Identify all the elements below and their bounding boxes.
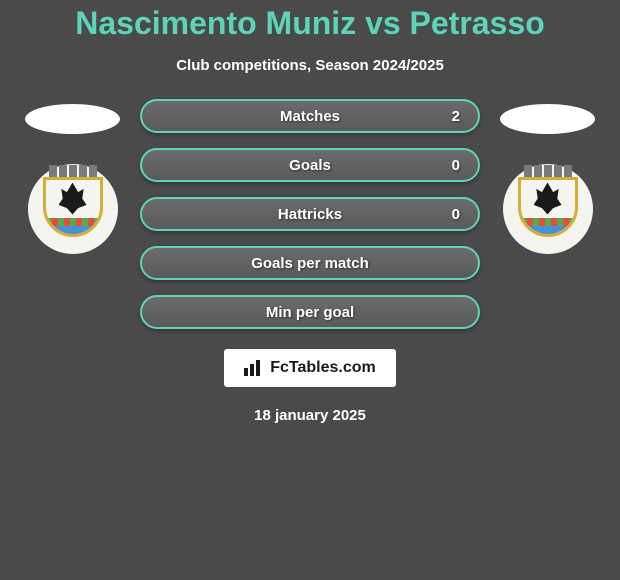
stat-label: Goals bbox=[289, 157, 331, 174]
stat-label: Matches bbox=[280, 108, 340, 125]
stat-bar-min-per-goal: Min per goal bbox=[140, 295, 480, 329]
club-badge-left bbox=[28, 164, 118, 254]
stat-bar-goals: Goals 0 bbox=[140, 148, 480, 182]
stats-column: Matches 2 Goals 0 Hattricks 0 Goals per … bbox=[140, 99, 480, 329]
player-silhouette-left bbox=[25, 104, 120, 134]
comparison-panel: Matches 2 Goals 0 Hattricks 0 Goals per … bbox=[0, 99, 620, 329]
stat-label: Hattricks bbox=[278, 206, 342, 223]
stat-value: 0 bbox=[452, 206, 460, 223]
stat-bar-matches: Matches 2 bbox=[140, 99, 480, 133]
stat-bar-hattricks: Hattricks 0 bbox=[140, 197, 480, 231]
stat-value: 2 bbox=[452, 108, 460, 125]
chart-icon bbox=[244, 360, 264, 376]
brand-logo[interactable]: FcTables.com bbox=[224, 349, 396, 387]
stat-value: 0 bbox=[452, 157, 460, 174]
stat-label: Goals per match bbox=[251, 255, 369, 272]
stat-bar-goals-per-match: Goals per match bbox=[140, 246, 480, 280]
date-label: 18 january 2025 bbox=[254, 407, 366, 424]
brand-text: FcTables.com bbox=[270, 359, 376, 377]
subtitle: Club competitions, Season 2024/2025 bbox=[176, 57, 444, 74]
player-right bbox=[500, 99, 595, 254]
page-title: Nascimento Muniz vs Petrasso bbox=[75, 5, 544, 42]
stat-label: Min per goal bbox=[266, 304, 354, 321]
player-silhouette-right bbox=[500, 104, 595, 134]
player-left bbox=[25, 99, 120, 254]
club-badge-right bbox=[503, 164, 593, 254]
